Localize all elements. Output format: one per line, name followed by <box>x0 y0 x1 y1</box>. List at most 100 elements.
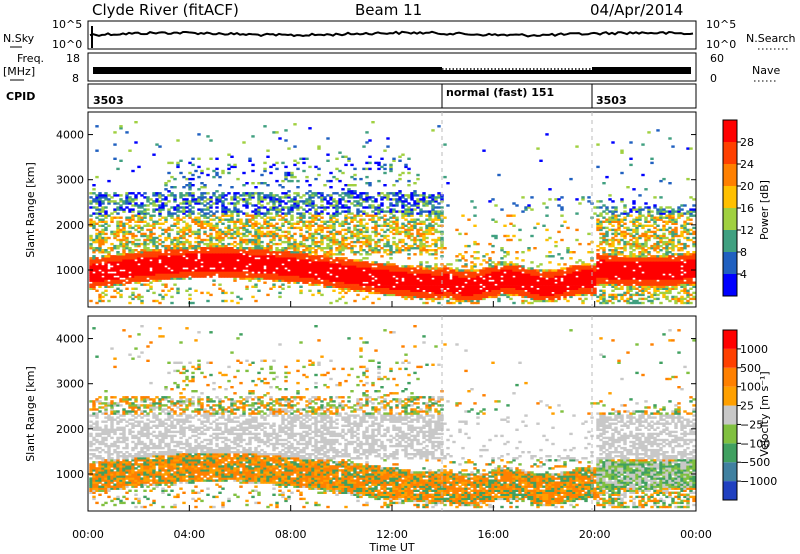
power-cell <box>500 269 504 272</box>
power-cell <box>419 267 423 270</box>
power-cell <box>407 257 411 260</box>
power-cell <box>500 267 504 270</box>
power-cell <box>431 293 435 297</box>
power-cell <box>497 297 501 301</box>
power-cell <box>551 281 555 284</box>
power-cell <box>158 263 162 266</box>
power-cell <box>503 267 507 270</box>
power-cell <box>407 214 411 217</box>
power-cell <box>269 232 273 236</box>
power-cell <box>143 242 147 246</box>
power-cell <box>506 251 510 254</box>
power-cell <box>200 169 204 173</box>
power-cell <box>350 240 354 244</box>
power-cell <box>158 145 162 148</box>
power-cell <box>350 184 354 187</box>
power-cell <box>215 202 219 205</box>
power-cell <box>299 255 303 258</box>
power-cell <box>386 291 390 295</box>
power-cell <box>329 265 333 268</box>
power-cell <box>116 255 120 258</box>
power-cell <box>350 190 354 193</box>
power-cell <box>308 200 312 203</box>
power-cell <box>209 204 213 207</box>
power-cell <box>539 287 543 290</box>
power-cell <box>254 285 258 288</box>
power-cell <box>338 206 342 209</box>
power-cell <box>422 242 426 246</box>
power-cell <box>92 259 96 262</box>
power-cell <box>383 283 387 286</box>
power-cell <box>308 251 312 254</box>
power-cell <box>263 220 267 223</box>
power-cell <box>242 226 246 230</box>
power-cell <box>326 251 330 254</box>
cpid-label: CPID <box>6 90 35 103</box>
power-cell <box>431 289 435 292</box>
power-cell <box>290 251 294 254</box>
power-cell <box>356 251 360 254</box>
power-cell <box>374 200 378 203</box>
power-cell <box>302 279 306 282</box>
power-cell <box>431 232 435 236</box>
power-cell <box>278 271 282 274</box>
power-cell <box>521 283 525 286</box>
power-cell <box>392 159 396 162</box>
power-cell <box>569 293 573 297</box>
power-cell <box>311 263 315 266</box>
nsky-tick-low-right: 10^0 <box>706 38 736 51</box>
power-cell <box>296 279 300 282</box>
power-cell <box>176 230 180 234</box>
power-cell <box>245 257 249 260</box>
power-cell <box>221 230 225 234</box>
power-cell <box>314 242 318 246</box>
power-cell <box>392 281 396 284</box>
power-cell <box>173 261 177 264</box>
power-cell <box>461 214 465 217</box>
power-cell <box>215 265 219 268</box>
power-cell <box>149 216 153 219</box>
power-cell <box>425 232 429 236</box>
power-cell <box>191 263 195 266</box>
power-cell <box>299 275 303 278</box>
power-cell <box>269 216 273 219</box>
power-cell <box>287 275 291 278</box>
power-cell <box>161 198 165 201</box>
power-cell <box>341 277 345 280</box>
power-cell <box>143 257 147 260</box>
power-cell <box>290 269 294 272</box>
power-cell <box>359 240 363 244</box>
power-cell <box>191 206 195 209</box>
power-cell <box>416 275 420 278</box>
power-cell <box>353 218 357 221</box>
power-cell <box>359 236 363 240</box>
power-cell <box>203 226 207 230</box>
power-cell <box>344 244 348 248</box>
power-cell <box>134 194 138 197</box>
power-cell <box>548 291 552 295</box>
power-cell <box>146 247 150 250</box>
power-cell <box>299 218 303 221</box>
power-cell <box>401 295 405 299</box>
power-cell <box>482 287 486 290</box>
power-cell <box>413 222 417 225</box>
power-cell <box>386 192 390 195</box>
power-cell <box>332 224 336 227</box>
power-cell <box>122 267 126 270</box>
power-cell <box>272 242 276 246</box>
power-cell <box>245 230 249 234</box>
power-cell <box>245 253 249 256</box>
power-cell <box>236 230 240 234</box>
power-cell <box>317 255 321 258</box>
power-cell <box>296 253 300 256</box>
power-cell <box>359 269 363 272</box>
power-cell <box>341 228 345 232</box>
power-cell <box>329 179 333 183</box>
power-cell <box>380 279 384 282</box>
power-cell <box>230 251 234 254</box>
power-cell <box>548 299 552 303</box>
power-cell <box>425 267 429 270</box>
power-cell <box>479 273 483 276</box>
power-cell <box>104 216 108 219</box>
power-cell <box>320 255 324 258</box>
